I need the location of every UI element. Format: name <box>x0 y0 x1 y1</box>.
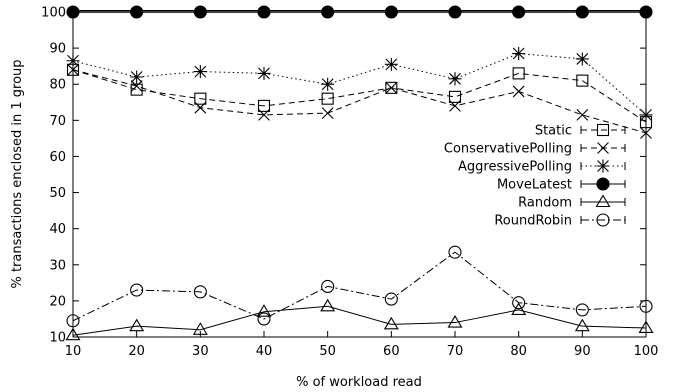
legend-marker <box>595 194 611 208</box>
data-point <box>130 283 144 297</box>
series-conservativepolling <box>67 63 652 139</box>
y-tick-label: 80 <box>49 78 66 93</box>
series-roundrobin <box>66 245 653 328</box>
data-point <box>574 318 590 332</box>
legend-label: RoundRobin <box>494 214 572 229</box>
legend-marker <box>597 142 609 154</box>
data-point <box>512 67 525 80</box>
data-point <box>256 304 272 317</box>
data-point <box>257 99 271 112</box>
data-point <box>194 92 207 105</box>
data-point <box>130 80 143 92</box>
data-point <box>321 92 334 105</box>
legend-item: AggressivePolling <box>458 159 626 175</box>
legend-item: MoveLatest <box>497 177 626 193</box>
data-point <box>512 296 526 310</box>
legend-item: RoundRobin <box>494 213 626 229</box>
data-point <box>193 285 207 299</box>
series-line <box>72 305 647 336</box>
data-point <box>130 70 144 84</box>
x-tick-label: 80 <box>510 344 527 359</box>
legend-marker <box>596 123 610 137</box>
series-aggressivepolling <box>66 47 653 122</box>
data-point <box>384 57 398 71</box>
data-point <box>511 302 527 315</box>
legend: Static ConservativePolling AggressivePolli… <box>444 123 626 229</box>
legend-item: Random <box>518 194 626 211</box>
y-tick-label: 90 <box>49 42 66 57</box>
x-tick-label: 20 <box>128 344 145 359</box>
data-point <box>65 327 81 341</box>
series-static <box>66 63 653 129</box>
x-tick-label: 50 <box>319 344 336 359</box>
series-line <box>72 69 647 134</box>
legend-label: ConservativePolling <box>444 142 572 157</box>
series-layer <box>65 5 654 341</box>
data-point <box>321 77 335 91</box>
data-point <box>448 245 462 259</box>
y-tick-label: 40 <box>49 222 66 237</box>
data-point <box>449 100 461 112</box>
data-point <box>258 109 270 121</box>
x-tick-label: 90 <box>574 344 591 359</box>
x-tick-label: 60 <box>383 344 400 359</box>
data-point <box>193 65 207 79</box>
legend-marker <box>596 213 610 227</box>
data-point <box>194 101 207 114</box>
ticks-layer: 10 20 30 40 50 60 70 80 90 100 10 20 30 40 50 60 70 80 90 1… <box>41 6 658 360</box>
data-point <box>257 312 271 326</box>
x-tick-label: 70 <box>447 344 464 359</box>
legend-item: Static <box>535 123 626 139</box>
series-line <box>72 69 647 123</box>
y-tick-label: 70 <box>49 114 66 129</box>
x-axis-label: % of workload read <box>296 375 422 390</box>
data-point <box>129 318 145 332</box>
y-tick-label: 50 <box>49 186 66 201</box>
y-axis-label: % transactions enclosed in 1 group <box>10 59 25 288</box>
data-point <box>321 107 334 119</box>
series-line <box>72 251 647 322</box>
y-tick-label: 100 <box>41 6 66 21</box>
data-point <box>576 74 589 87</box>
data-point <box>448 72 462 86</box>
data-point <box>384 292 398 306</box>
data-point <box>257 66 271 80</box>
legend-label: Static <box>535 124 572 139</box>
legend-item: ConservativePolling <box>444 142 626 157</box>
y-tick-label: 20 <box>49 294 66 309</box>
legend-marker <box>596 159 610 173</box>
legend-marker <box>596 177 610 191</box>
data-point <box>575 303 589 317</box>
data-point <box>448 90 462 103</box>
y-tick-label: 10 <box>49 331 66 346</box>
data-point <box>575 52 589 66</box>
data-point <box>321 279 335 293</box>
series-line <box>72 53 647 116</box>
x-tick-label: 10 <box>65 344 82 359</box>
y-tick-label: 60 <box>49 150 66 165</box>
x-tick-label: 100 <box>634 344 659 359</box>
data-point <box>383 316 399 330</box>
data-point <box>576 109 589 121</box>
data-point <box>385 81 398 94</box>
x-tick-label: 30 <box>192 344 209 359</box>
legend-label: AggressivePolling <box>458 160 572 175</box>
data-point <box>130 83 143 96</box>
data-point <box>512 47 526 61</box>
data-point <box>447 314 463 328</box>
x-tick-label: 40 <box>256 344 273 359</box>
y-tick-label: 30 <box>49 258 66 273</box>
plot-frame <box>72 11 647 338</box>
legend-label: Random <box>518 196 572 211</box>
data-point <box>512 85 525 98</box>
legend-label: MoveLatest <box>497 178 572 193</box>
data-point <box>320 298 336 312</box>
data-point <box>385 81 398 94</box>
series-random <box>65 298 654 341</box>
